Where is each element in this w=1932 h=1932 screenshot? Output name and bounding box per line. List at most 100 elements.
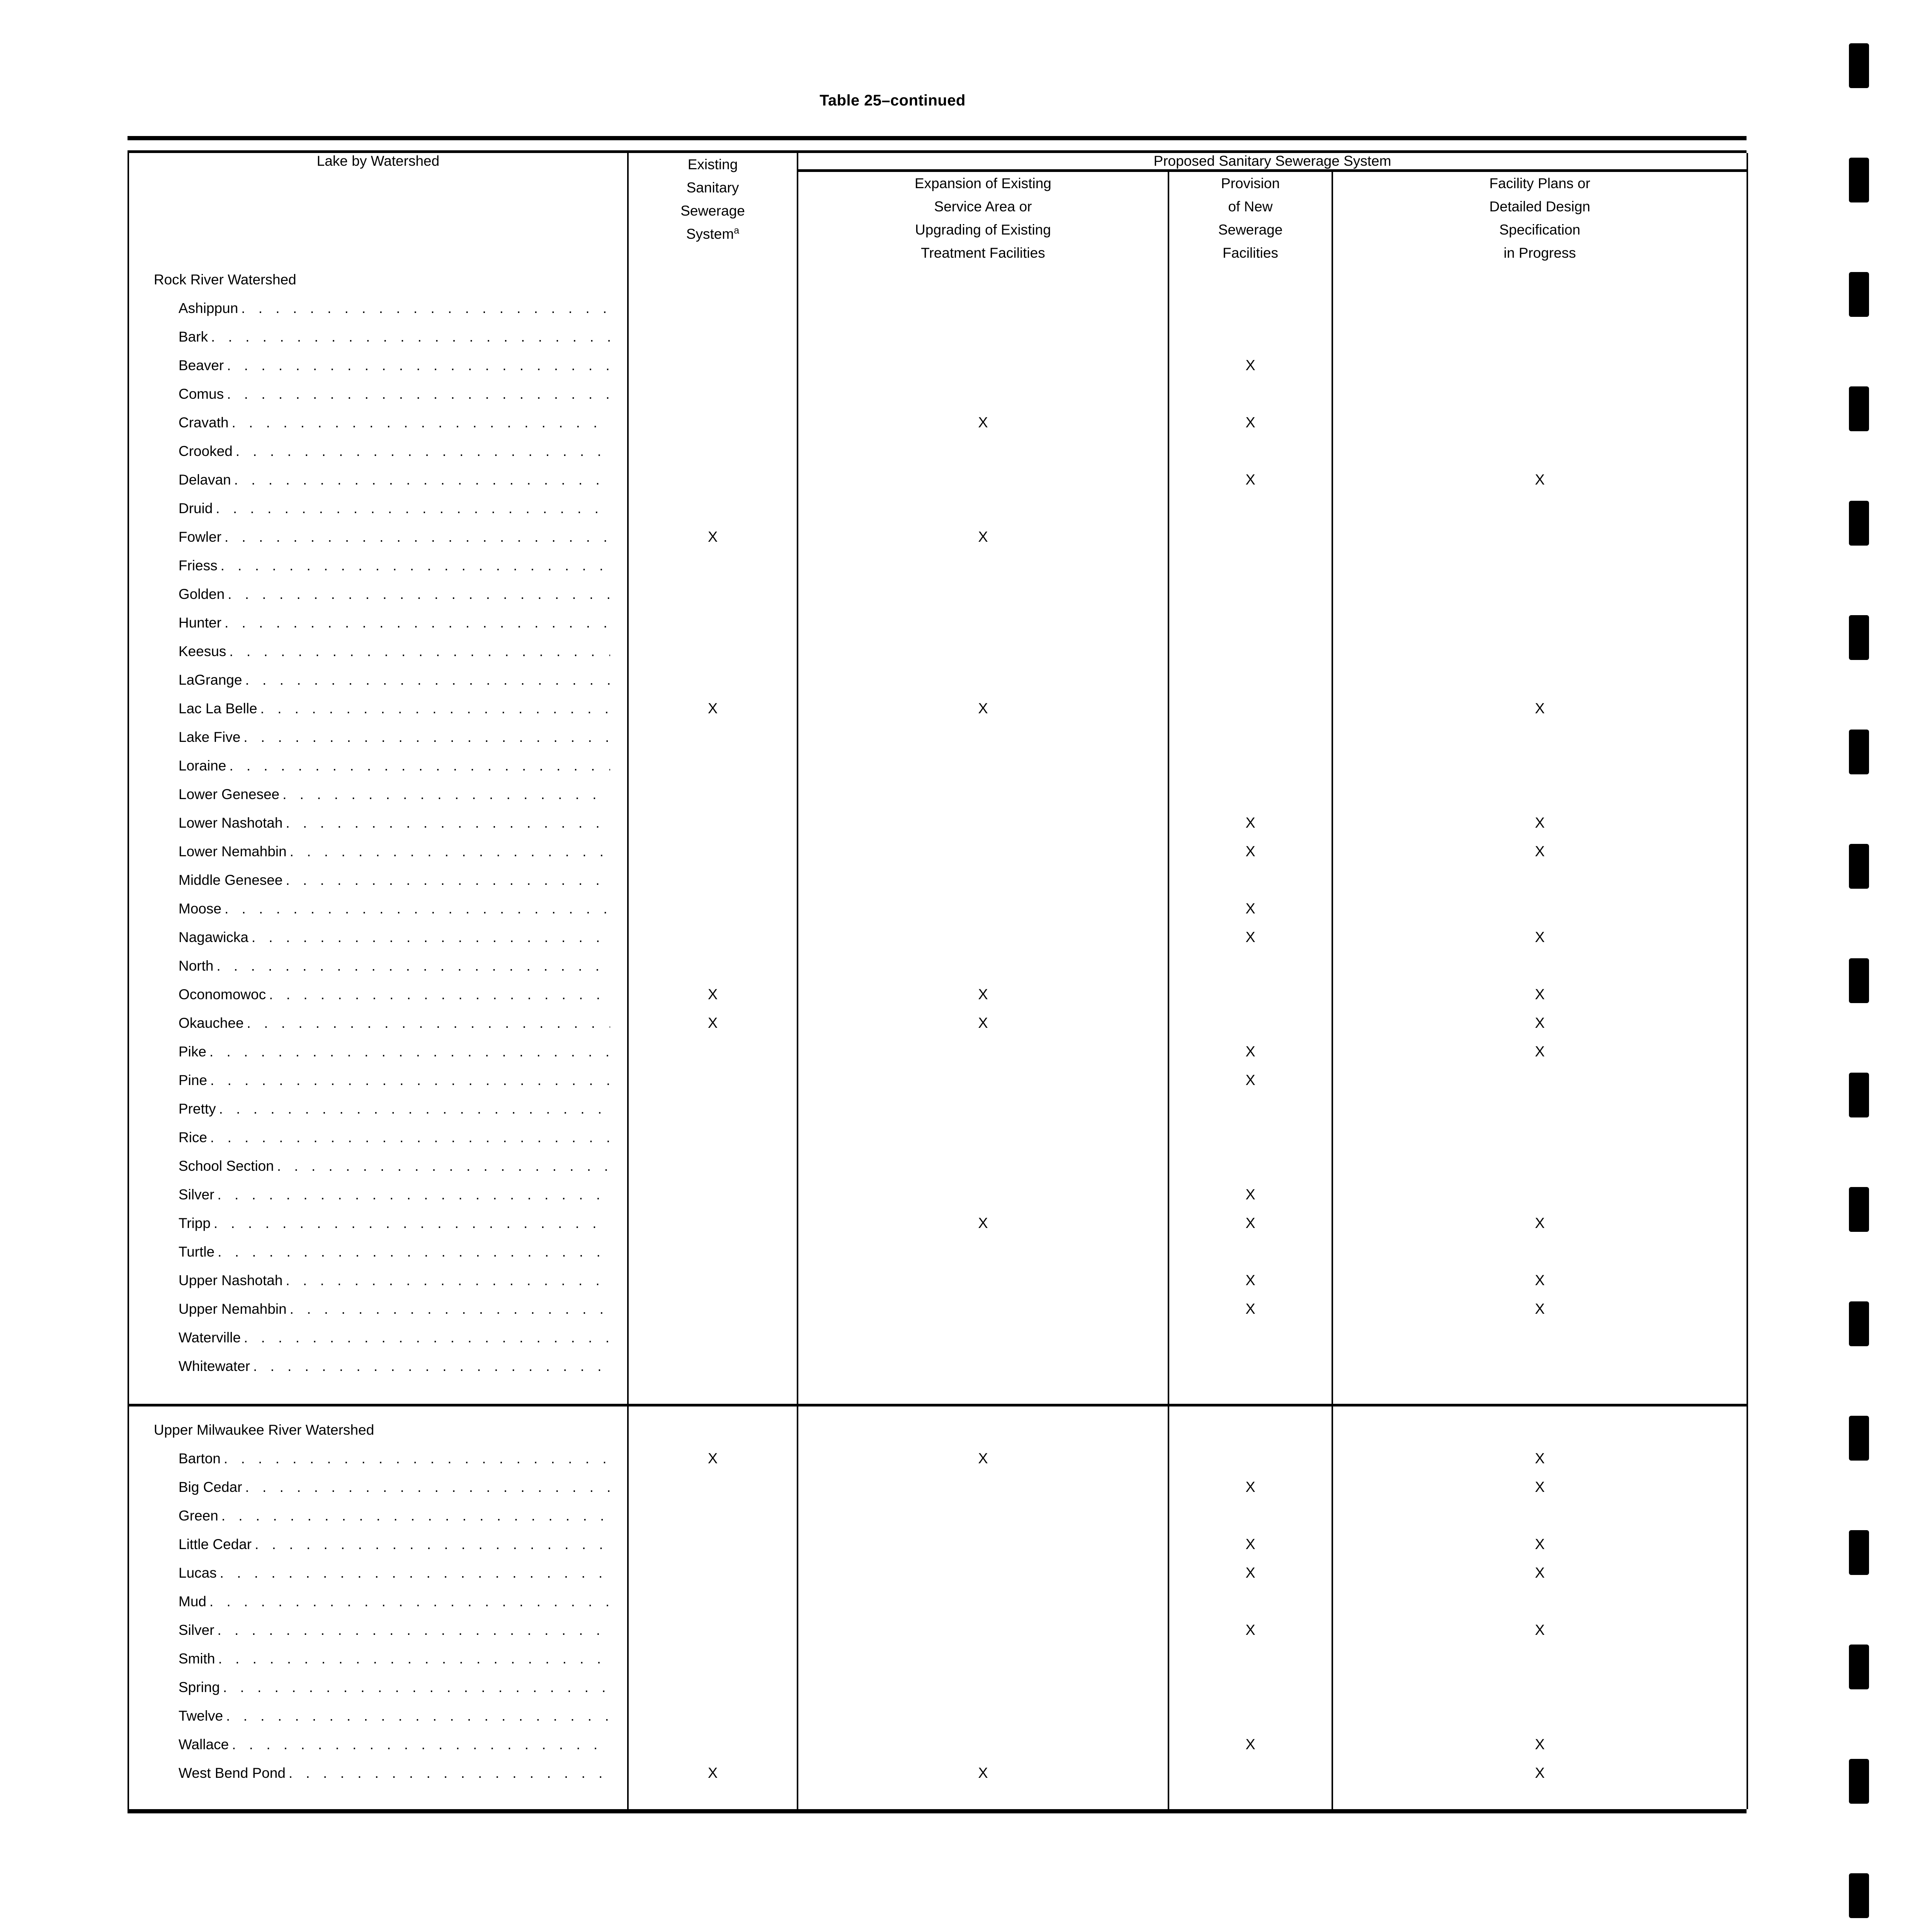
cell-provision: X: [1168, 1736, 1333, 1765]
header-spanner-row: Lake by Watershed Existing Sanitary Sewe…: [128, 153, 1748, 265]
cell-provision: [1168, 1358, 1333, 1387]
cell-facility-plans: X: [1332, 1565, 1748, 1594]
scan-registration-mark: [1849, 615, 1869, 660]
leader-dots: . . . . . . . . . . . . . . . . . . . . …: [217, 1186, 610, 1202]
lake-name-label: Comus: [179, 386, 224, 402]
cell-provision: [1168, 586, 1333, 615]
leader-dots: . . . . . . . . . . . . . . . . . . . . …: [251, 929, 610, 945]
cell-expansion: [798, 815, 1169, 844]
lake-name-label: Lower Nashotah: [179, 815, 283, 831]
scan-registration-mark: [1849, 1301, 1869, 1346]
table-row: Nagawicka. . . . . . . . . . . . . . . .…: [128, 929, 1748, 958]
cell-provision: X: [1168, 929, 1333, 958]
leader-dots: . . . . . . . . . . . . . . . . . . . . …: [289, 843, 610, 859]
leader-dots: . . . . . . . . . . . . . . . . . . . . …: [244, 1329, 610, 1345]
lake-name-label: Okauchee: [179, 1015, 244, 1031]
table-row: Oconomowoc. . . . . . . . . . . . . . . …: [128, 986, 1748, 1015]
cell-facility-plans: [1332, 1708, 1748, 1736]
cell-provision: X: [1168, 1043, 1333, 1072]
cell-facility-plans: [1332, 529, 1748, 558]
cell-expansion: [798, 1565, 1169, 1594]
leader-dots: . . . . . . . . . . . . . . . . . . . . …: [243, 729, 610, 745]
cell-expansion: [798, 929, 1169, 958]
cell-provision: [1168, 1158, 1333, 1187]
cell-expansion: [798, 1272, 1169, 1301]
cell-expansion: [798, 614, 1169, 643]
lake-name-cell: Lower Nashotah. . . . . . . . . . . . . …: [128, 815, 629, 844]
cell-existing: [628, 586, 798, 615]
lake-name-label: Lac La Belle: [179, 700, 257, 716]
cell-facility-plans: [1332, 1593, 1748, 1622]
cell-provision: X: [1168, 414, 1333, 443]
table-row: Barton. . . . . . . . . . . . . . . . . …: [128, 1450, 1748, 1479]
leader-dots: . . . . . . . . . . . . . . . . . . . . …: [219, 1565, 610, 1581]
cell-expansion: X: [798, 1765, 1169, 1794]
header-expansion-line4: Treatment Facilities: [921, 245, 1045, 261]
lake-name-label: Nagawicka: [179, 929, 248, 945]
cell-expansion: [798, 1708, 1169, 1736]
cell-facility-plans: [1332, 1650, 1748, 1679]
cell-provision: X: [1168, 1565, 1333, 1594]
header-provision-line3: Sewerage: [1218, 221, 1283, 238]
cell-facility-plans: [1332, 586, 1748, 615]
leader-dots: . . . . . . . . . . . . . . . . . . . . …: [219, 1100, 610, 1117]
cell-existing: [628, 443, 798, 472]
cell-expansion: [798, 357, 1169, 386]
table-row: Loraine. . . . . . . . . . . . . . . . .…: [128, 757, 1748, 786]
table-row: Mud. . . . . . . . . . . . . . . . . . .…: [128, 1593, 1748, 1622]
lake-name-cell: Keesus. . . . . . . . . . . . . . . . . …: [128, 643, 629, 672]
cell-expansion: X: [798, 529, 1169, 558]
table-row: Comus. . . . . . . . . . . . . . . . . .…: [128, 386, 1748, 415]
lake-name-label: Cravath: [179, 414, 229, 430]
cell-provision: [1168, 328, 1333, 357]
cell-existing: [628, 1358, 798, 1387]
cell-existing: [628, 872, 798, 901]
leader-dots: . . . . . . . . . . . . . . . . . . . . …: [209, 1043, 610, 1060]
lake-name-cell: Big Cedar. . . . . . . . . . . . . . . .…: [128, 1479, 629, 1508]
lake-name-label: Silver: [179, 1186, 214, 1202]
lake-name-label: Mud: [179, 1593, 206, 1609]
header-stub-cell: Lake by Watershed: [128, 153, 629, 265]
cell-expansion: X: [798, 700, 1169, 729]
leader-dots: . . . . . . . . . . . . . . . . . . . . …: [220, 557, 610, 573]
table-row: Upper Nemahbin. . . . . . . . . . . . . …: [128, 1301, 1748, 1330]
lake-name-cell: Twelve. . . . . . . . . . . . . . . . . …: [128, 1708, 629, 1736]
table-title: Table 25–continued: [820, 92, 966, 109]
cell-facility-plans: X: [1332, 1043, 1748, 1072]
cell-existing: [628, 1650, 798, 1679]
lake-name-cell: Loraine. . . . . . . . . . . . . . . . .…: [128, 757, 629, 786]
lake-name-cell: Rice. . . . . . . . . . . . . . . . . . …: [128, 1129, 629, 1158]
lake-name-label: Lake Five: [179, 729, 241, 745]
lake-name-cell: Waterville. . . . . . . . . . . . . . . …: [128, 1329, 629, 1358]
table-row: Little Cedar. . . . . . . . . . . . . . …: [128, 1536, 1748, 1565]
table-row: School Section. . . . . . . . . . . . . …: [128, 1158, 1748, 1187]
section-heading-cell: Upper Milwaukee River Watershed: [128, 1422, 629, 1451]
lake-name-cell: Lower Genesee. . . . . . . . . . . . . .…: [128, 786, 629, 815]
cell-existing: [628, 1129, 798, 1158]
header-expansion-line1: Expansion of Existing: [915, 175, 1051, 191]
cell-expansion: [798, 957, 1169, 986]
lake-name-label: Delavan: [179, 471, 231, 488]
cell-facility-plans: [1332, 328, 1748, 357]
table-row: Rice. . . . . . . . . . . . . . . . . . …: [128, 1129, 1748, 1158]
cell-expansion: [798, 757, 1169, 786]
lake-name-cell: Spring. . . . . . . . . . . . . . . . . …: [128, 1679, 629, 1708]
cell-facility-plans: X: [1332, 843, 1748, 872]
cell-expansion: [798, 443, 1169, 472]
table-row: Middle Genesee. . . . . . . . . . . . . …: [128, 872, 1748, 901]
table-row: Pine. . . . . . . . . . . . . . . . . . …: [128, 1072, 1748, 1101]
lake-name-cell: Pretty. . . . . . . . . . . . . . . . . …: [128, 1100, 629, 1129]
cell-existing: [628, 757, 798, 786]
cell-expansion: [798, 1043, 1169, 1072]
cell-provision: [1168, 1129, 1333, 1158]
lake-name-cell: Pike. . . . . . . . . . . . . . . . . . …: [128, 1043, 629, 1072]
cell-existing: [628, 500, 798, 529]
cell-facility-plans: [1332, 672, 1748, 701]
header-provision-cell: Provision of New Sewerage Facilities: [1168, 170, 1333, 265]
cell-expansion: [798, 1100, 1169, 1129]
table-row: Druid. . . . . . . . . . . . . . . . . .…: [128, 500, 1748, 529]
header-expansion-cell: Expansion of Existing Service Area or Up…: [798, 170, 1169, 265]
cell-expansion: [798, 643, 1169, 672]
cell-existing: [628, 414, 798, 443]
